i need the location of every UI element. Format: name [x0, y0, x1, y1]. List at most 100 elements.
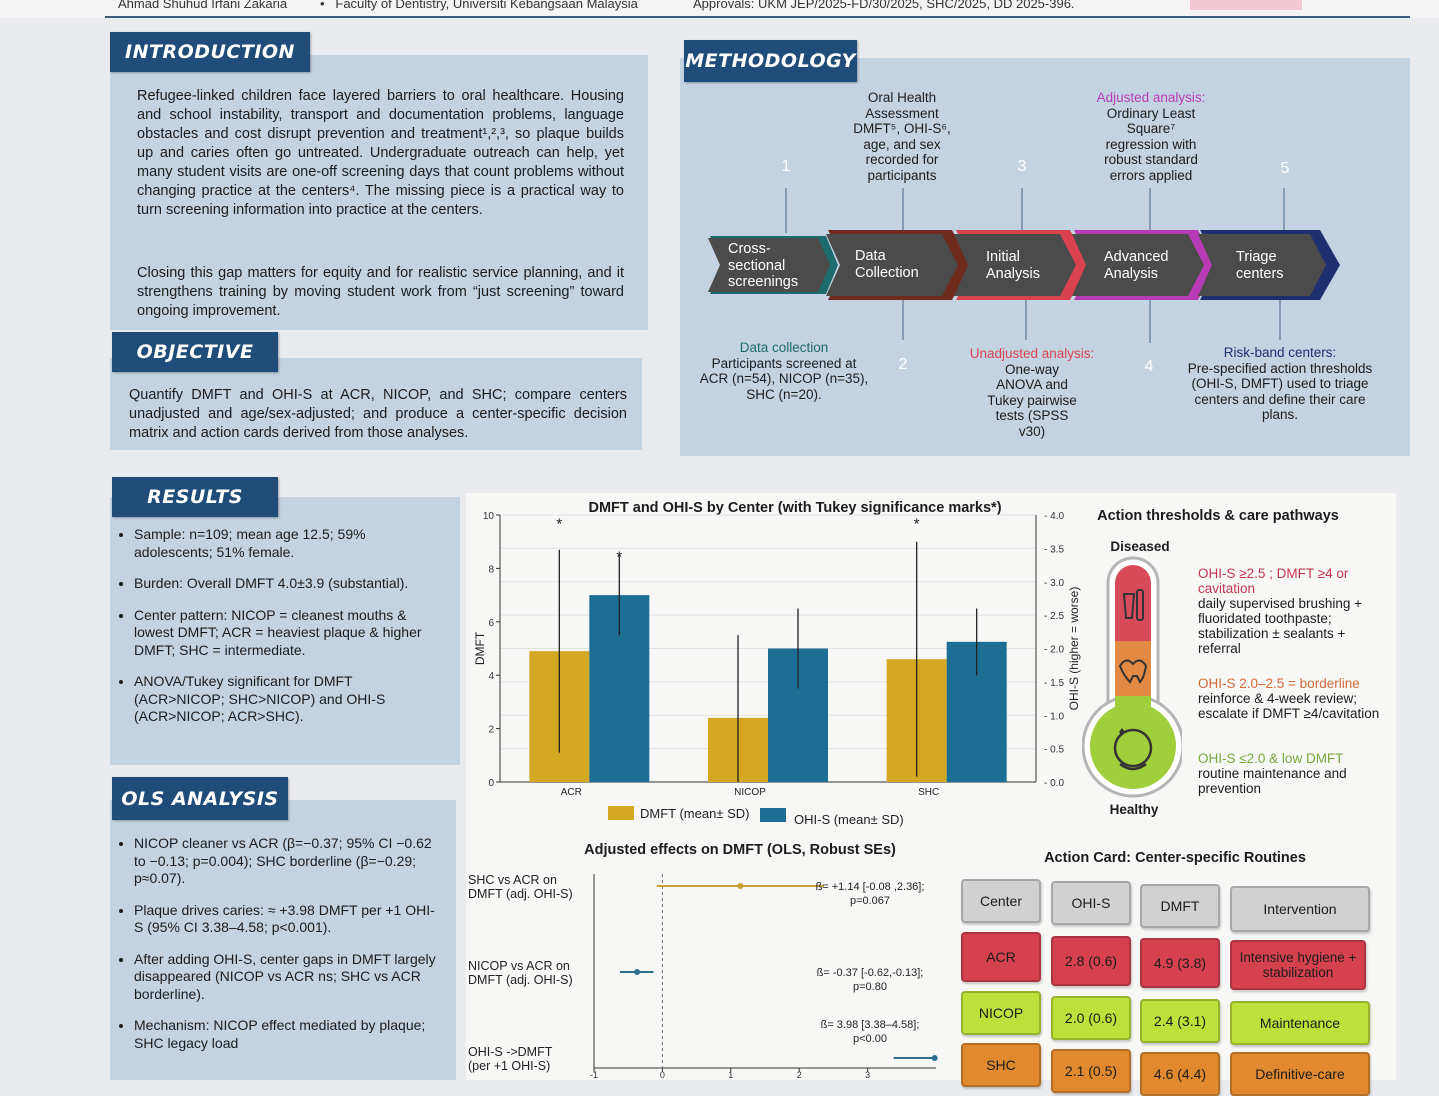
oral-health-note: Oral Health Assessment DMFT⁵, OHI-S⁶, ag… [853, 90, 951, 183]
header-strip: Ahmad Shuhud Irfani Zakaria • Faculty of… [0, 0, 1439, 18]
step-chevron-5-inner [1198, 234, 1326, 296]
step-label-2: Data Collection [855, 248, 919, 281]
action-acr-dmft: 4.9 (3.8) [1140, 938, 1220, 988]
threshold-band-2-body: reinforce & 4-week review; escalate if D… [1198, 691, 1380, 721]
forest-x-tick-label: 3 [865, 1070, 870, 1080]
data-collection-body: Participants screened at ACR (n=54), NIC… [699, 355, 869, 402]
y2-tick-label: - 3.5 [1044, 544, 1064, 555]
ols-bullet: Mechanism: NICOP effect mediated by plaq… [134, 1017, 440, 1052]
threshold-band-2: OHI-S 2.0–2.5 = borderline reinforce & 4… [1198, 676, 1388, 721]
forest-point [737, 883, 744, 889]
y2-tick-label: - 3.0 [1044, 578, 1064, 589]
approvals-text: Approvals: UKM JEP/2025-FD/30/2025, SHC/… [693, 0, 1075, 11]
action-card-title: Action Card: Center-specific Routines [1044, 850, 1306, 866]
step-circle-3-num: 3 [1017, 158, 1027, 175]
thresholds-title: Action thresholds & care pathways [1097, 508, 1339, 524]
results-list: Sample: n=109; mean age 12.5; 59% adoles… [120, 526, 445, 740]
introduction-title: INTRODUCTION [110, 32, 310, 72]
smile-icon [1119, 762, 1147, 771]
ols-panel [110, 800, 456, 1080]
objective-panel [110, 358, 642, 450]
forest-x-tick-label: -1 [590, 1070, 598, 1080]
unadjusted-note: Unadjusted analysis: One-way ANOVA and T… [958, 346, 1106, 439]
results-title: RESULTS [112, 477, 278, 517]
y-tick-label: 6 [488, 618, 494, 629]
step-label-3: Initial Analysis [986, 249, 1040, 282]
thermometer-green-bulb [1090, 703, 1176, 789]
step-circle-5: 5 [1262, 146, 1308, 192]
unadjusted-body: One-way ANOVA and Tukey pairwise tests (… [987, 361, 1077, 439]
forest-plot-title: Adjusted effects on DMFT (OLS, Robust SE… [584, 842, 896, 858]
y2-axis-label: OHI-S (higher = worse) [1067, 587, 1081, 711]
threshold-band-3-head: OHI-S ≤2.0 & low DMFT [1198, 751, 1344, 766]
header-divider [105, 16, 1410, 18]
affiliation-label: Faculty of Dentistry, Universiti Kebangs… [335, 0, 638, 11]
results-bullet: Sample: n=109; mean age 12.5; 59% adoles… [134, 526, 445, 561]
threshold-band-3-body: routine maintenance and prevention [1198, 766, 1347, 796]
healthy-label: Healthy [1109, 802, 1159, 817]
adjusted-note-head: Adjusted analysis: [1096, 90, 1206, 105]
forest-point [634, 969, 641, 975]
ols-bullet: NICOP cleaner vs ACR (β=−0.37; 95% CI −0… [134, 835, 440, 888]
x-tick-label: ACR [561, 787, 582, 798]
y-tick-label: 8 [488, 564, 494, 575]
healthy-tooth-icon [1113, 728, 1153, 768]
risk-band-head: Risk-band centers: [1223, 345, 1337, 360]
action-nicop-center: NICOP [961, 991, 1041, 1035]
methodology-title: METHODOLOGY [684, 40, 857, 82]
methodology-flow [708, 188, 1340, 343]
cup-icon [1122, 593, 1136, 619]
header-color-block [1190, 0, 1302, 10]
introduction-paragraph-2: Closing this gap matters for equity and … [137, 265, 624, 319]
x-tick-label: NICOP [734, 787, 766, 798]
step-chevron-1-inner [708, 238, 830, 292]
results-panel [110, 497, 460, 765]
forest-x-tick-label: 1 [728, 1070, 733, 1080]
diseased-label: Diseased [1110, 539, 1170, 554]
forest-effect-label: ß= 3.98 [3.38–4.58]; p<0.00 [821, 1019, 920, 1045]
adjusted-note-body: Ordinary Least Square⁷ regression with r… [1104, 105, 1198, 183]
action-shc-intervention: Definitive-care [1230, 1052, 1370, 1096]
step-circle-3: 3 [999, 144, 1045, 190]
forest-row-label: OHI-S ->DMFT (per +1 OHI-S) [468, 1045, 553, 1073]
risk-band-body: Pre-specified action thresholds (OHI-S, … [1187, 360, 1373, 423]
y-axis-label: DMFT [473, 631, 487, 665]
step-label-1: Cross-sectional screenings [728, 241, 799, 290]
step-chevron-3-inner [954, 234, 1076, 296]
data-collection-note: Data collection Participants screened at… [698, 340, 870, 402]
y-tick-label: 10 [483, 511, 495, 522]
y2-tick-label: - 1.0 [1044, 711, 1064, 722]
results-bullet: Burden: Overall DMFT 4.0±3.9 (substantia… [134, 575, 445, 593]
x-tick-label: SHC [918, 787, 939, 798]
y2-tick-label: - 4.0 [1044, 511, 1064, 522]
step-label-4: Advanced Analysis [1104, 249, 1169, 282]
thermometer [1082, 556, 1182, 798]
legend-label-dmft: DMFT (mean± SD) [640, 806, 749, 821]
bar-chart: - 0.0 - 0.5 - 1.0 - 1.5 - 2.0 - 2.5 - 3.0 - 3.5… [473, 511, 1081, 827]
toothbrush-icon [1136, 589, 1144, 621]
ols-list: NICOP cleaner vs ACR (β=−0.37; 95% CI −0… [120, 835, 440, 1066]
step-circle-4: 4 [1126, 344, 1172, 390]
action-acr-intervention: Intensive hygiene + stabilization [1230, 940, 1366, 990]
adjusted-note: Adjusted analysis: Ordinary Least Square… [1070, 90, 1232, 183]
action-shc-center: SHC [961, 1043, 1041, 1087]
introduction-panel [110, 55, 648, 330]
unadjusted-head: Unadjusted analysis: [969, 346, 1095, 361]
y-tick-label: 0 [488, 778, 494, 789]
forest-effect-label: ß= +1.14 [-0.08 ,2.36]; p=0.067 [816, 881, 925, 907]
action-shc-ohis: 2.1 (0.5) [1051, 1049, 1131, 1093]
step-circle-4-num: 4 [1144, 358, 1154, 375]
risk-band-note: Risk-band centers: Pre-specified action … [1186, 345, 1374, 423]
data-collection-head: Data collection [739, 340, 829, 355]
action-nicop-dmft: 2.4 (3.1) [1140, 999, 1220, 1043]
y2-tick-label: - 2.0 [1044, 645, 1064, 656]
y2-tick-label: - 1.5 [1044, 678, 1064, 689]
legend-swatch-dmft [608, 806, 634, 820]
action-header-dmft: DMFT [1140, 884, 1220, 928]
forest-plot: -1 0 1 2 3 SHC vs ACR on DMFT (adj. OHI-S) ß= +… [468, 873, 938, 1080]
forest-x-tick-label: 2 [797, 1070, 802, 1080]
threshold-band-2-head: OHI-S 2.0–2.5 = borderline [1198, 676, 1360, 691]
significance-mark: * [914, 515, 920, 532]
y-tick-label: 4 [488, 671, 494, 682]
forest-row-label: NICOP vs ACR on DMFT (adj. OHI-S) [468, 959, 573, 987]
